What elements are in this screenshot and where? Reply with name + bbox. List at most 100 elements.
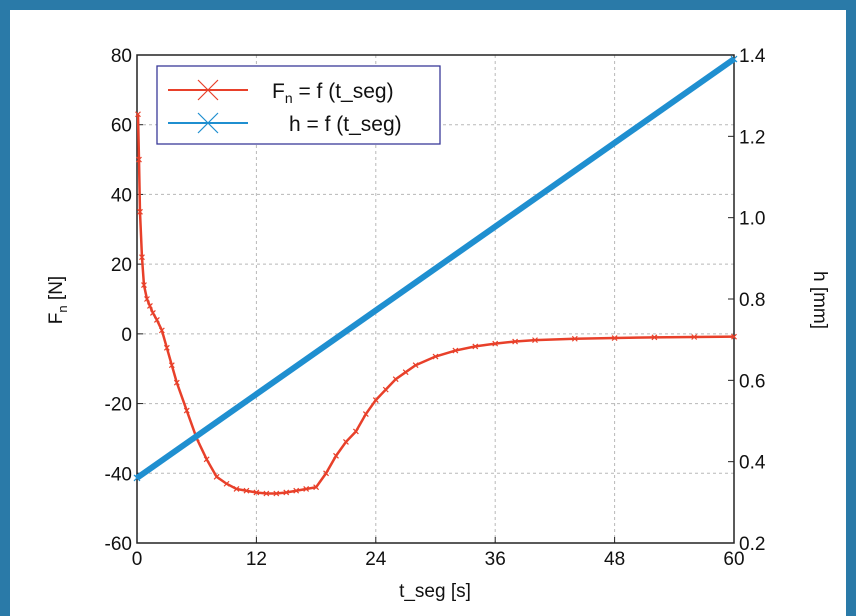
legend-item-height: h = f (t_seg)	[168, 112, 402, 136]
data-point-force	[303, 486, 310, 492]
data-point-force	[323, 470, 329, 477]
data-point-force	[412, 362, 419, 369]
data-point-force	[253, 489, 260, 496]
x-tick-label: 12	[246, 549, 267, 570]
y-right-tick-label: 0.8	[739, 290, 765, 311]
data-point-force	[273, 490, 280, 497]
series-layer	[133, 55, 738, 497]
data-point-force	[343, 438, 349, 445]
legend-force-sub: n	[285, 90, 293, 106]
x-tick-label: 48	[604, 549, 625, 570]
x-axis-ticks: 0 12 24 36 48 60	[132, 537, 745, 570]
data-point-force	[512, 338, 519, 345]
data-point-force	[571, 335, 578, 342]
data-point-force	[137, 208, 143, 215]
data-point-force	[611, 335, 618, 341]
y-right-axis-label: h [mm]	[809, 271, 830, 329]
legend-force-main: F	[272, 80, 285, 103]
data-point-force	[293, 487, 300, 494]
data-point-force	[472, 343, 479, 350]
data-point-force	[382, 386, 389, 393]
data-point-force	[163, 344, 170, 351]
y-left-axis-ticks: -60 -40 -20 0 20 40 60 80	[105, 46, 143, 555]
data-point-force	[492, 340, 499, 347]
y-left-axis-label: Fn [N]	[46, 276, 70, 324]
data-point-force	[136, 156, 142, 163]
y-left-tick-label: -60	[105, 534, 132, 555]
data-point-force	[173, 379, 180, 386]
data-point-force	[372, 397, 379, 404]
data-point-force	[283, 489, 290, 496]
y-left-label-main: F	[46, 313, 67, 325]
data-point-force	[135, 111, 141, 118]
legend-item-force: Fn = f (t_seg)	[168, 79, 394, 106]
legend-height-main: h	[289, 113, 301, 136]
data-point-force	[432, 353, 439, 360]
chart-panel: 0 12 24 36 48 60 -60 -40 -20 0 20 40 60 80 0.2 0.4 0.6…	[10, 10, 846, 616]
legend-force-rest: = f (t_seg)	[293, 80, 394, 103]
legend-label-force: Fn = f (t_seg)	[272, 80, 394, 106]
x-tick-label: 36	[485, 549, 506, 570]
svg-text:h [mm]: h [mm]	[809, 271, 830, 329]
legend-label-height: h = f (t_seg)	[289, 113, 402, 136]
data-point-force	[168, 362, 175, 369]
data-point-force	[139, 254, 145, 261]
data-point-force	[651, 334, 658, 341]
data-point-force	[333, 452, 339, 459]
series-line-height	[135, 56, 736, 481]
data-point-force	[233, 486, 240, 492]
legend: Fn = f (t_seg) h = f (t_seg)	[156, 65, 441, 145]
x-axis-label: t_seg [s]	[399, 581, 471, 602]
legend-marker-height	[197, 112, 219, 134]
y-left-tick-label: 60	[111, 116, 132, 137]
data-point-force	[313, 484, 320, 491]
data-point-force	[691, 334, 698, 340]
legend-height-rest: = f (t_seg)	[301, 113, 402, 136]
y-right-tick-label: 1.0	[739, 209, 765, 230]
data-point-height	[730, 55, 738, 63]
y-right-tick-label: 0.4	[739, 453, 766, 474]
data-point-force	[362, 411, 369, 417]
data-point-force	[352, 428, 359, 435]
data-point-force	[532, 337, 538, 344]
legend-marker-force	[197, 79, 219, 101]
data-point-force	[149, 310, 156, 316]
y-left-tick-label: 0	[121, 325, 132, 346]
data-point-force	[402, 369, 409, 376]
y-left-label-sub: n	[55, 305, 70, 312]
legend-markers-height	[197, 112, 219, 134]
data-point-force	[223, 480, 230, 487]
y-right-tick-label: 1.4	[739, 46, 766, 67]
y-right-tick-label: 0.6	[739, 371, 765, 392]
data-point-force	[213, 473, 220, 480]
data-point-force	[263, 490, 270, 497]
data-point-force	[243, 487, 250, 494]
data-point-force	[452, 347, 459, 354]
y-left-tick-label: 80	[111, 46, 132, 67]
x-tick-label: 24	[365, 549, 387, 570]
line-chart: 0 12 24 36 48 60 -60 -40 -20 0 20 40 60 80 0.2 0.4 0.6…	[46, 46, 830, 602]
data-point-force	[183, 407, 190, 414]
data-point-force	[153, 316, 160, 323]
x-tick-label: 60	[723, 549, 744, 570]
y-right-axis-ticks: 0.2 0.4 0.6 0.8 1.0 1.2 1.4	[728, 46, 766, 555]
y-left-tick-label: -40	[105, 464, 132, 485]
data-point-force	[731, 333, 737, 340]
data-point-force	[392, 376, 399, 383]
y-left-tick-label: -20	[105, 395, 132, 416]
y-right-tick-label: 1.2	[739, 127, 765, 148]
data-point-force	[203, 456, 210, 463]
x-tick-label: 0	[132, 549, 143, 570]
legend-markers-force	[197, 79, 219, 101]
y-left-tick-label: 40	[111, 185, 132, 206]
y-left-label-unit: [N]	[46, 276, 67, 300]
svg-text:Fn [N]: Fn [N]	[46, 276, 70, 324]
y-right-tick-label: 0.2	[739, 534, 765, 555]
data-point-height	[133, 474, 141, 482]
data-point-force	[144, 296, 150, 302]
data-point-force	[158, 327, 165, 334]
y-left-tick-label: 20	[111, 255, 132, 276]
data-point-force	[147, 303, 153, 309]
data-point-force	[141, 282, 147, 288]
